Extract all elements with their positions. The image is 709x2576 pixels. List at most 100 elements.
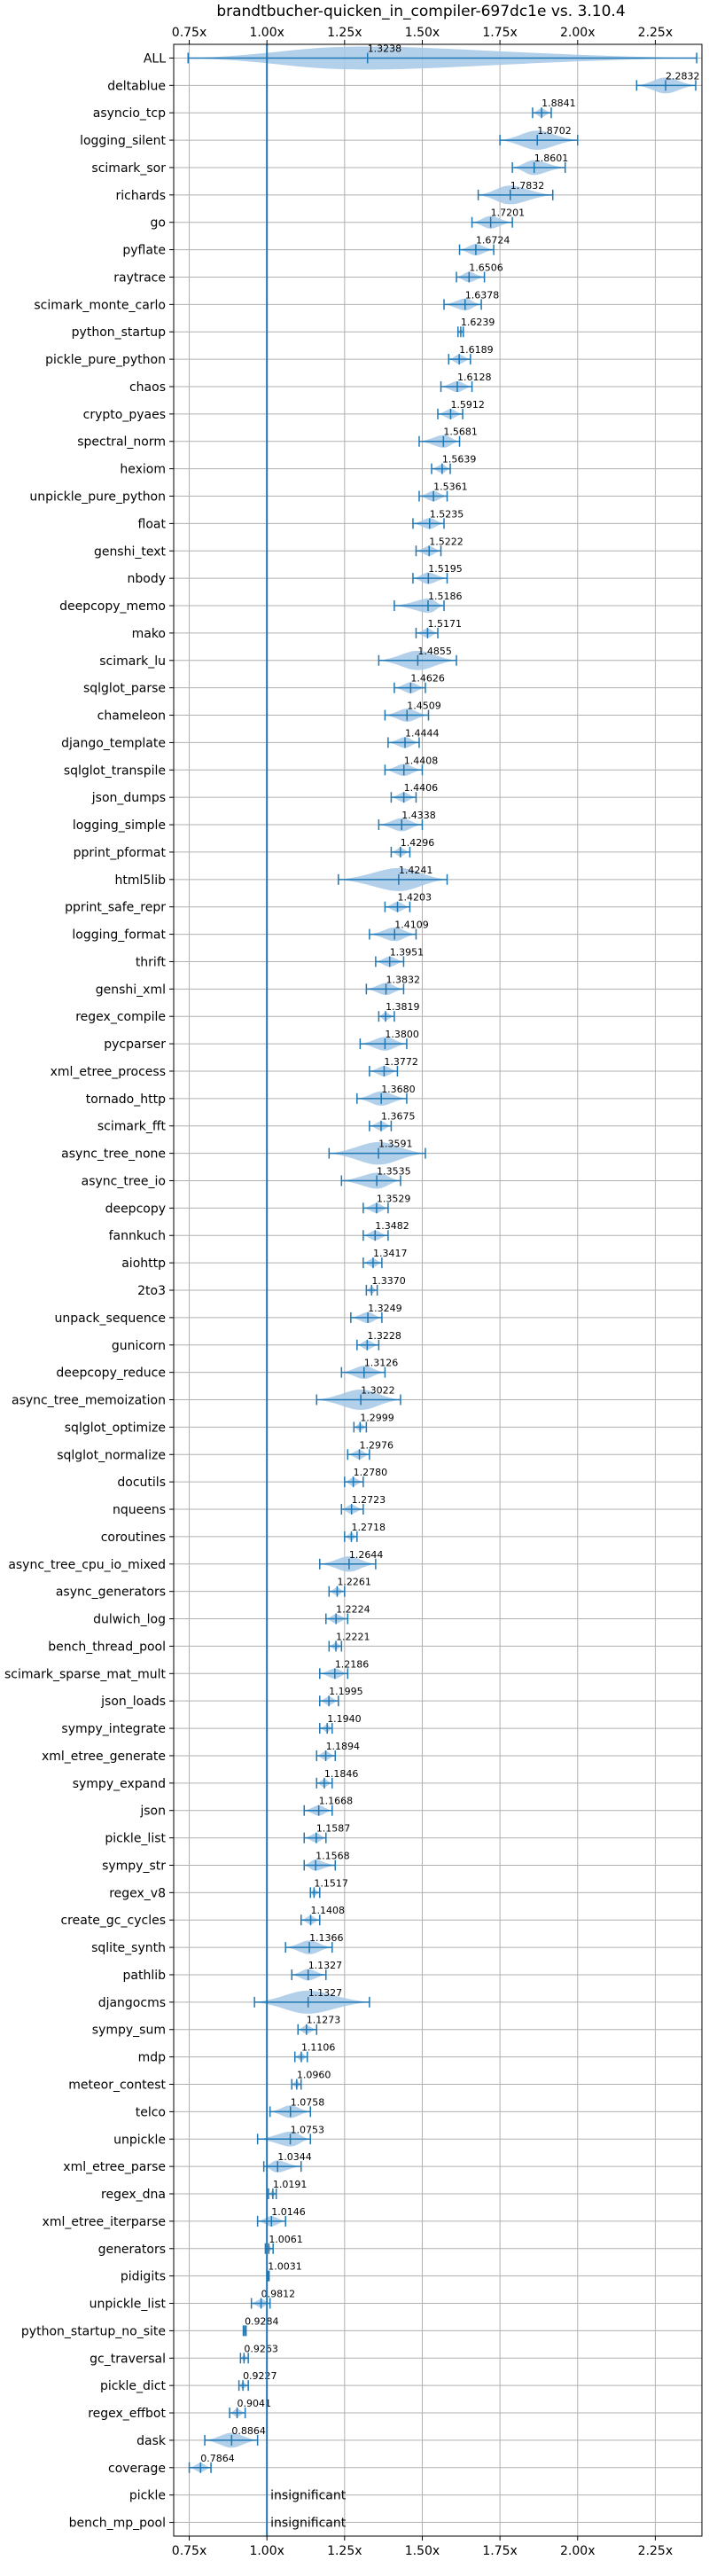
category-label: pickle_dict <box>100 2379 167 2393</box>
plot-frame <box>173 43 703 2537</box>
value-label: 1.4509 <box>407 701 441 712</box>
category-label: pycparser <box>104 1037 166 1052</box>
category-label: pickle <box>129 2489 166 2503</box>
category-label: html5lib <box>115 873 167 888</box>
category-label: go <box>151 216 166 231</box>
value-label: 1.3482 <box>375 1220 409 1232</box>
category-label: 2to3 <box>137 1284 166 1298</box>
value-label: 1.4626 <box>410 673 445 685</box>
value-label: 1.3022 <box>361 1385 395 1397</box>
value-label: 1.6239 <box>461 317 495 328</box>
category-label: genshi_text <box>94 544 167 559</box>
value-label: 1.1273 <box>307 2015 341 2026</box>
value-label: 1.1327 <box>308 1960 343 1971</box>
value-label: 1.4408 <box>404 755 439 766</box>
value-label: 1.5195 <box>428 563 463 575</box>
value-label: 1.0031 <box>268 2261 302 2273</box>
value-label: 0.7864 <box>200 2453 235 2464</box>
value-label: 1.1846 <box>324 1768 359 1780</box>
value-label: 1.3535 <box>377 1165 411 1177</box>
value-label: 1.3228 <box>367 1330 401 1342</box>
category-label: deepcopy <box>105 1202 166 1216</box>
value-label: 1.1668 <box>319 1796 354 1807</box>
category-label: aiohttp <box>121 1257 166 1271</box>
value-label: 1.3675 <box>381 1111 416 1123</box>
category-label: async_generators <box>56 1586 166 1600</box>
value-label: 0.9284 <box>245 2315 279 2327</box>
category-label: json_loads <box>100 1695 166 1709</box>
value-label: 1.6378 <box>465 289 500 301</box>
value-label: 1.1517 <box>314 1877 348 1889</box>
value-label: 1.2221 <box>336 1631 370 1642</box>
category-label: pyflate <box>122 244 166 258</box>
value-label: 1.3951 <box>390 946 425 958</box>
x-tick-label-top: 2.25x <box>638 26 673 40</box>
category-label: unpickle_list <box>90 2298 167 2312</box>
category-label: gc_traversal <box>90 2352 166 2366</box>
value-label: 0.9041 <box>238 2398 272 2409</box>
value-label: 1.3417 <box>373 1248 408 1259</box>
value-label: 0.8864 <box>231 2425 266 2437</box>
category-label: telco <box>136 2105 166 2119</box>
x-tick-label-top: 1.00x <box>249 26 284 40</box>
category-label: float <box>138 517 167 531</box>
category-label: genshi_xml <box>96 983 166 997</box>
value-label: 1.5639 <box>442 454 477 466</box>
value-label: 1.0061 <box>269 2234 303 2245</box>
value-label: 1.1106 <box>301 2042 336 2054</box>
category-label: async_tree_memoization <box>12 1394 166 1408</box>
category-label: regex_v8 <box>109 1886 166 1900</box>
category-label: chameleon <box>97 709 166 724</box>
category-label: django_template <box>61 736 166 750</box>
category-label: nbody <box>128 572 167 586</box>
category-label: coroutines <box>101 1531 166 1545</box>
category-label: chaos <box>129 380 166 395</box>
value-label: 1.0753 <box>291 2124 325 2135</box>
category-label: ALL <box>144 51 166 66</box>
value-label: 0.9227 <box>243 2370 277 2382</box>
category-label: deltablue <box>107 79 166 93</box>
category-label: spectral_norm <box>77 435 166 450</box>
category-label: bench_mp_pool <box>69 2517 166 2531</box>
category-label: fannkuch <box>109 1229 166 1243</box>
value-label: 1.3832 <box>386 974 421 985</box>
chart-title: brandtbucher-quicken_in_compiler-697dc1e… <box>216 3 625 20</box>
value-label: 1.0344 <box>277 2151 312 2163</box>
value-label: 1.0960 <box>297 2069 331 2080</box>
value-label: 1.0758 <box>291 2096 325 2108</box>
value-label: 1.5235 <box>430 508 464 520</box>
value-label: 1.2723 <box>352 1494 386 1506</box>
x-tick-label-top: 1.50x <box>405 26 440 40</box>
value-label: 1.3370 <box>371 1275 406 1287</box>
value-label: 1.5186 <box>428 591 463 602</box>
insignificant-label: insignificant <box>270 2489 347 2503</box>
value-label: 1.4203 <box>398 892 432 904</box>
value-label: 1.2644 <box>349 1549 384 1561</box>
value-label: 1.3772 <box>384 1056 418 1068</box>
category-label: asyncio_tcp <box>93 106 166 121</box>
category-label: unpickle_pure_python <box>29 490 166 505</box>
x-tick-label-top: 1.75x <box>482 26 517 40</box>
value-label: 1.3680 <box>381 1084 416 1095</box>
value-label: 1.3800 <box>385 1029 419 1040</box>
value-label: 1.3591 <box>378 1139 413 1150</box>
category-label: sympy_str <box>102 1859 166 1873</box>
category-label: raytrace <box>113 270 166 285</box>
category-label: scimark_lu <box>99 654 166 669</box>
value-label: 1.2224 <box>336 1604 370 1616</box>
category-label: scimark_monte_carlo <box>34 298 166 312</box>
category-label: scimark_fft <box>97 1120 167 1134</box>
value-label: 1.1568 <box>316 1850 350 1861</box>
value-label: 2.2832 <box>666 70 700 82</box>
axes: 0.75x 0.75x 1.00x 1.00x 1.25x 1.25x 1.50x 1.50x… <box>169 26 703 2558</box>
category-label: logging_simple <box>73 818 166 833</box>
value-label: 1.1327 <box>308 1987 343 1999</box>
category-label: sympy_integrate <box>61 1722 166 1736</box>
category-label: async_tree_io <box>82 1174 166 1188</box>
category-label: gunicorn <box>112 1339 166 1353</box>
insignificant-label: insignificant <box>270 2517 347 2531</box>
value-label: 1.5681 <box>443 427 478 438</box>
category-label: regex_effbot <box>88 2407 166 2421</box>
